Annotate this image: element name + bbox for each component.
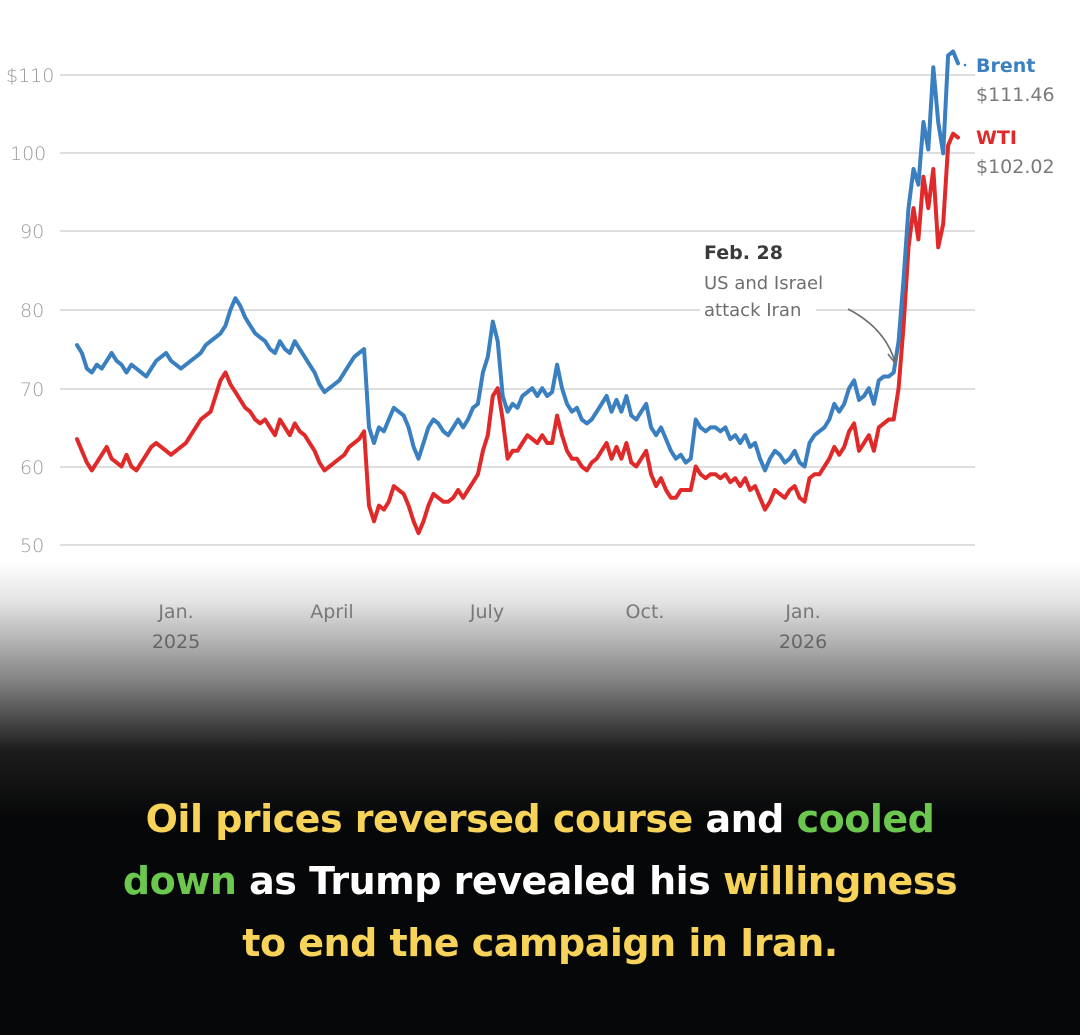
y-axis: $110 100 90 80 70 60 50	[6, 65, 54, 557]
wti-series-line	[75, 131, 960, 536]
legend-brent-name: Brent	[976, 55, 1035, 77]
arrowhead-icon	[887, 351, 899, 365]
caption-text: as Trump revealed his	[249, 859, 711, 903]
brent-series-line	[75, 49, 960, 473]
headline-caption: Oil prices reversed course and cooled do…	[0, 788, 1080, 974]
legend: Brent $111.46 WTI $102.02	[963, 55, 1055, 178]
x-tick-label: July	[469, 601, 504, 623]
legend-brent-value: $111.46	[976, 84, 1055, 106]
annotation-feb28: Feb. 28 US and Israel attack Iran	[700, 242, 899, 365]
y-tick-label: 100	[10, 143, 46, 165]
y-tick-label: 60	[20, 457, 44, 479]
brent-leader-dot	[963, 63, 967, 67]
caption-text: and	[705, 797, 784, 841]
caption-line-1: Oil prices reversed course and cooled	[0, 788, 1080, 850]
y-tick-label: 90	[20, 221, 44, 243]
caption-highlight-green: down	[122, 859, 237, 903]
caption-highlight: to end the campaign in Iran.	[242, 921, 838, 965]
y-tick-label: $110	[6, 65, 54, 87]
y-tick-label: 80	[20, 300, 44, 322]
x-tick-label: Jan.	[157, 601, 193, 623]
x-axis: Jan. 2025 April July Oct. Jan. 2026	[152, 601, 827, 653]
gridlines	[60, 74, 975, 546]
legend-wti-name: WTI	[976, 127, 1017, 149]
annotation-line1: US and Israel	[704, 273, 823, 294]
annotation-arrow-icon	[847, 308, 896, 363]
x-tick-label: April	[310, 601, 353, 623]
caption-highlight: willingness	[723, 859, 958, 903]
annotation-line2: attack Iran	[704, 300, 801, 321]
caption-line-2: down as Trump revealed his willingness	[0, 850, 1080, 912]
legend-wti-value: $102.02	[976, 156, 1055, 178]
caption-highlight: Oil prices reversed course	[145, 797, 694, 841]
x-tick-year: 2026	[779, 631, 827, 653]
x-tick-label: Jan.	[784, 601, 820, 623]
caption-highlight-green: cooled	[796, 797, 935, 841]
chart-canvas: $110 100 90 80 70 60 50 Jan. 2025 April …	[6, 49, 1055, 653]
caption-line-3: to end the campaign in Iran.	[0, 912, 1080, 974]
y-tick-label: 70	[20, 379, 44, 401]
y-tick-label: 50	[20, 535, 44, 557]
annotation-title: Feb. 28	[704, 242, 783, 264]
x-tick-label: Oct.	[626, 601, 665, 623]
x-tick-year: 2025	[152, 631, 200, 653]
annotation-label-bg	[700, 297, 816, 321]
